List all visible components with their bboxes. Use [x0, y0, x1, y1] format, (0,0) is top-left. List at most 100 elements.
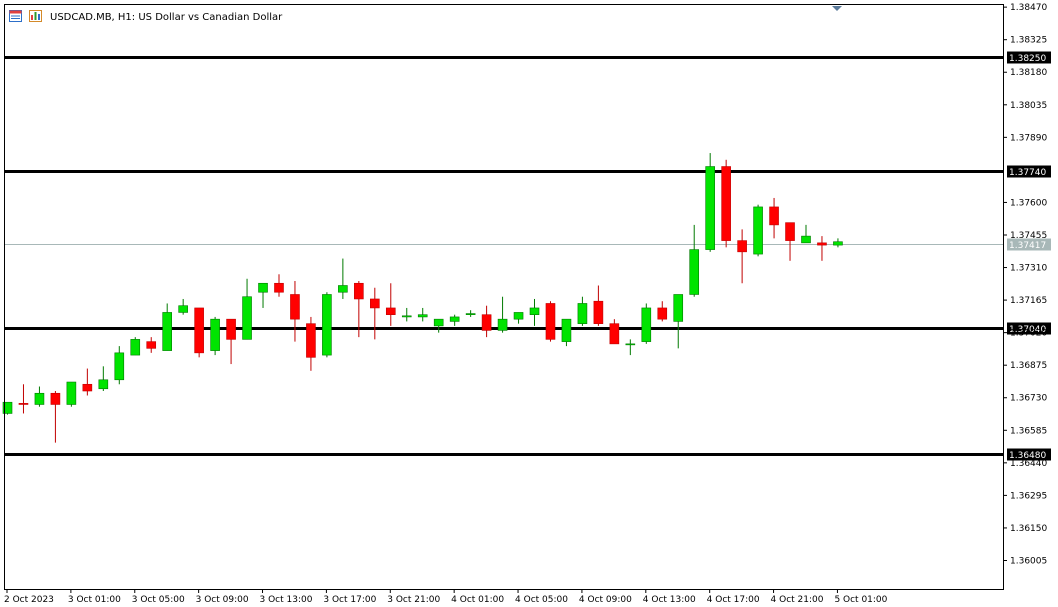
x-tick-label: 3 Oct 05:00: [132, 595, 185, 605]
candle-body: [34, 392, 45, 405]
level-price-label: 1.36480: [1009, 451, 1046, 461]
candle-body: [545, 303, 556, 340]
candle-body: [226, 318, 236, 340]
candle-body: [82, 383, 93, 392]
candle: [769, 197, 779, 239]
x-tick-label: 2 Oct 2023: [4, 595, 54, 605]
symbol-description: USDCAD.MB, H1: US Dollar vs Canadian Dol…: [50, 12, 283, 23]
level-price-label: 1.37740: [1009, 168, 1046, 178]
chart-list-icon[interactable]: [9, 10, 22, 22]
candle: [322, 292, 332, 358]
candle-body: [769, 206, 779, 226]
chart-bars-icon[interactable]: [29, 10, 42, 22]
y-tick-label: 1.37020: [1010, 329, 1047, 339]
candle: [370, 287, 380, 340]
candle-body: [657, 307, 668, 320]
candle: [705, 153, 715, 252]
candle: [2, 401, 13, 415]
candle-body: [401, 315, 412, 318]
candle-body: [625, 343, 636, 346]
candle: [338, 258, 348, 299]
x-tick-label: 3 Oct 17:00: [323, 595, 376, 605]
candle-body: [641, 307, 652, 342]
candle: [178, 298, 188, 315]
candle-body: [689, 249, 700, 295]
candle-body: [433, 318, 444, 327]
candle-body: [817, 242, 827, 246]
chart-header: USDCAD.MB, H1: US Dollar vs Canadian Dol…: [9, 10, 283, 23]
candle: [130, 337, 141, 356]
candle: [385, 283, 396, 326]
y-tick-label: 1.37890: [1010, 133, 1047, 143]
candle-body: [497, 318, 508, 331]
candle: [66, 381, 77, 407]
candle: [242, 278, 252, 340]
candle-body: [130, 339, 141, 356]
y-tick-label: 1.36875: [1010, 361, 1047, 371]
candle: [737, 229, 747, 284]
candles: [2, 153, 843, 443]
candle-body: [2, 401, 13, 414]
y-tick-label: 1.37455: [1010, 231, 1047, 241]
candle: [817, 236, 827, 261]
candle-body: [242, 296, 252, 340]
candle-body: [417, 314, 428, 318]
candle: [689, 224, 700, 297]
candle-body: [753, 206, 763, 255]
y-tick-label: 1.37600: [1010, 198, 1047, 208]
y-tick-label: 1.38325: [1010, 36, 1047, 46]
x-tick-label: 3 Oct 21:00: [387, 595, 440, 605]
candle: [785, 222, 795, 261]
x-tick-label: 4 Oct 17:00: [707, 595, 760, 605]
candle-body: [673, 294, 684, 322]
x-tick-label: 4 Oct 09:00: [579, 595, 632, 605]
axes: 1.38470 1.38325 1.38180 1.38035 1.37890 1.376…: [4, 3, 1047, 605]
y-tick-label: 1.38470: [1010, 3, 1047, 13]
candle: [146, 337, 157, 353]
candle-body: [114, 352, 125, 381]
level-price-label: 1.38250: [1009, 54, 1046, 64]
one-click-arrow-icon[interactable]: [832, 6, 842, 11]
candle: [34, 386, 45, 407]
y-tick-label: 1.36585: [1010, 426, 1047, 436]
candle: [609, 319, 620, 345]
x-tick-label: 4 Oct 05:00: [515, 595, 568, 605]
x-tick-label: 3 Oct 09:00: [196, 595, 249, 605]
bid-price-label: 1.37417: [1009, 241, 1046, 251]
candle-body: [258, 282, 268, 293]
candle-body: [370, 298, 380, 309]
candle-body: [385, 307, 396, 315]
x-tick-label: 4 Oct 13:00: [643, 595, 696, 605]
candle-body: [162, 312, 172, 351]
candle: [114, 346, 125, 385]
candle-body: [146, 341, 157, 349]
level-price-tag: [1007, 448, 1051, 461]
candle: [194, 307, 204, 358]
candle: [449, 314, 460, 326]
y-tick-label: 1.36730: [1010, 394, 1047, 404]
candle: [577, 296, 588, 326]
candle: [625, 339, 636, 356]
candle-body: [50, 392, 61, 405]
y-tick-label: 1.37310: [1010, 264, 1047, 274]
candle: [210, 316, 220, 356]
candle-body: [322, 294, 332, 356]
x-tick-label: 3 Oct 13:00: [260, 595, 313, 605]
candle: [657, 301, 668, 322]
candle: [593, 285, 604, 326]
candle: [354, 281, 364, 338]
level-price-tag: [1007, 165, 1051, 178]
candle-body: [194, 307, 204, 354]
candle: [226, 318, 236, 365]
candle: [561, 318, 572, 347]
y-tick-label: 1.36150: [1010, 524, 1047, 534]
x-tick-label: 4 Oct 21:00: [771, 595, 824, 605]
candle: [545, 301, 556, 342]
candle: [673, 294, 684, 349]
x-tick-label: 4 Oct 01:00: [451, 595, 504, 605]
candle-body: [529, 307, 540, 315]
y-tick-label: 1.38180: [1010, 68, 1047, 78]
candle: [82, 368, 93, 396]
